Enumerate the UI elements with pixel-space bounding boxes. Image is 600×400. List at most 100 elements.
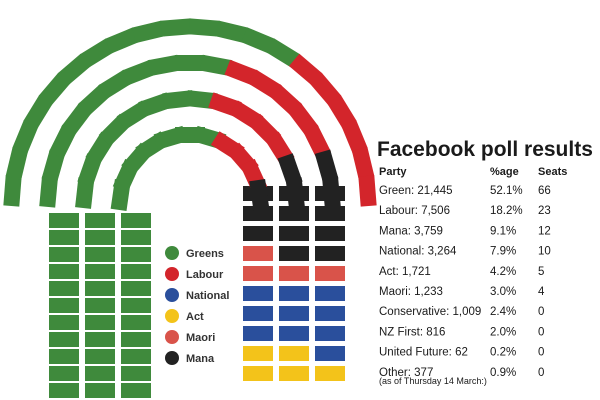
seat-green: [121, 281, 151, 296]
seat-national: [315, 346, 345, 361]
seat-greens: [131, 20, 165, 44]
seat-greens: [5, 146, 29, 180]
legend-marker: [165, 330, 179, 344]
legend-label: Labour: [186, 269, 224, 281]
cell-party: NZ First: 816: [379, 326, 445, 338]
seat-greens: [80, 38, 114, 68]
seat-national: [315, 286, 345, 301]
cell-seats: 10: [538, 246, 551, 258]
cell-pct: 52.1%: [490, 185, 523, 197]
legend-item: Maori: [165, 330, 215, 344]
seat-mana: [279, 206, 309, 221]
header-party: Party: [379, 166, 407, 178]
cell-seats: 12: [538, 225, 551, 237]
seat-mana: [279, 226, 309, 241]
table-row: National: 3,264 7.9% 10: [379, 246, 551, 258]
table-row: NZ First: 816 2.0% 0: [379, 326, 544, 338]
seat-green: [49, 366, 79, 381]
header-pct: %age: [490, 166, 519, 178]
seat-greens: [215, 20, 249, 44]
seat-green: [49, 315, 79, 330]
seat-green: [121, 230, 151, 245]
cell-seats: 0: [538, 326, 544, 338]
seat-green: [85, 213, 115, 228]
seat-green: [121, 264, 151, 279]
seat-green: [49, 264, 79, 279]
legend-label: Mana: [186, 353, 215, 365]
seat-national: [243, 286, 273, 301]
cell-pct: 9.1%: [490, 225, 516, 237]
seat-green: [49, 383, 79, 398]
seat-green: [49, 230, 79, 245]
seat-national: [315, 306, 345, 321]
seat-green: [85, 247, 115, 262]
seat-green: [121, 213, 151, 228]
seat-green: [85, 332, 115, 347]
seat-green: [85, 264, 115, 279]
cell-party: Green: 21,445: [379, 185, 453, 197]
cell-seats: 66: [538, 185, 551, 197]
header-seats: Seats: [538, 166, 567, 178]
seat-greens: [175, 55, 205, 71]
seat-greens: [3, 175, 22, 207]
seat-mana: [315, 206, 345, 221]
seat-green: [49, 298, 79, 313]
legend-marker: [165, 288, 179, 302]
seat-greens: [162, 90, 194, 110]
seat-act: [243, 346, 273, 361]
seat-labour: [288, 53, 323, 86]
cell-seats: 5: [538, 266, 544, 278]
legend-label: Maori: [186, 332, 215, 344]
seat-national: [279, 326, 309, 341]
seat-green: [121, 247, 151, 262]
seat-maori: [243, 246, 273, 261]
legend-item: Labour: [165, 267, 224, 281]
seat-green: [85, 349, 115, 364]
cell-party: Maori: 1,233: [379, 286, 443, 298]
seat-greens: [38, 72, 71, 107]
table-row: Green: 21,445 52.1% 66: [379, 185, 551, 197]
seat-green: [49, 281, 79, 296]
seat-act: [279, 346, 309, 361]
seat-greens: [104, 27, 139, 54]
seat-mana: [285, 177, 305, 209]
seat-green: [121, 298, 151, 313]
seat-mana: [322, 176, 341, 208]
legend-label: Act: [186, 311, 204, 323]
legend-item: Greens: [165, 246, 224, 260]
cell-seats: 4: [538, 286, 545, 298]
cell-seats: 0: [538, 347, 544, 359]
seat-greens: [12, 119, 39, 154]
table-row: United Future: 62 0.2% 0: [379, 347, 544, 359]
seat-mana: [243, 206, 273, 221]
seat-green: [85, 298, 115, 313]
cell-party: Other: 377: [379, 367, 433, 379]
seat-greens: [121, 59, 156, 86]
table-row: Other: 377 0.9% 0: [379, 367, 544, 379]
legend: Greens Labour National Act Maori Mana: [165, 246, 229, 365]
cell-pct: 7.9%: [490, 246, 516, 258]
table-row: Maori: 1,233 3.0% 4: [379, 286, 545, 298]
cell-seats: 0: [538, 306, 544, 318]
cell-pct: 18.2%: [490, 205, 523, 217]
seat-mana: [315, 246, 345, 261]
cell-pct: 3.0%: [490, 286, 516, 298]
seat-greens: [147, 54, 181, 77]
seat-greens: [49, 124, 77, 159]
seat-greens: [266, 38, 300, 68]
seat-mana: [314, 149, 339, 183]
legend-item: Act: [165, 309, 204, 323]
seat-labour: [341, 119, 368, 154]
seat-green: [121, 383, 151, 398]
legend-label: National: [186, 290, 229, 302]
seat-green: [85, 366, 115, 381]
seat-mana: [243, 226, 273, 241]
cell-party: National: 3,264: [379, 246, 457, 258]
seat-maori: [315, 266, 345, 281]
seat-green: [121, 332, 151, 347]
table-row: Labour: 7,506 18.2% 23: [379, 205, 551, 217]
cell-pct: 2.4%: [490, 306, 516, 318]
legend-item: Mana: [165, 351, 215, 365]
seat-labour: [309, 72, 342, 107]
